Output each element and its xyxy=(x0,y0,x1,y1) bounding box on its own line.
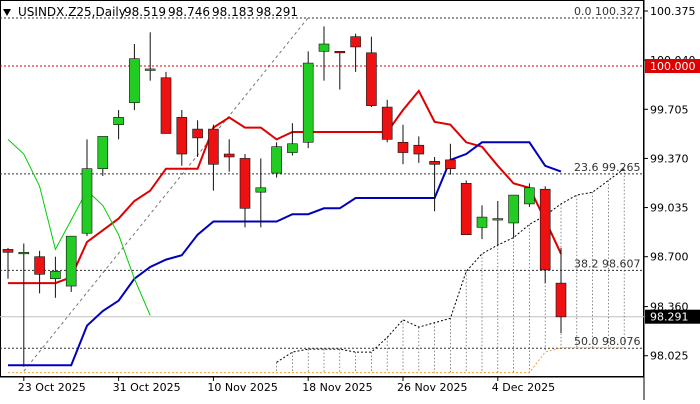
price-badges: 100.000 98.291 xyxy=(645,59,700,324)
x-tick-label: 31 Oct 2025 xyxy=(113,381,181,394)
chart-header: USINDX.Z25,Daily 98.519 98.746 98.183 98… xyxy=(3,5,298,19)
candle-body xyxy=(34,256,45,275)
candle-body xyxy=(2,249,14,253)
price-badge-label: 98.291 xyxy=(650,311,689,324)
ohlc-high: 98.746 xyxy=(168,5,210,19)
candle-body xyxy=(271,146,282,174)
candle-body xyxy=(524,187,535,205)
tenkan-line xyxy=(8,89,562,285)
fib-trendline xyxy=(23,17,309,372)
candle-body xyxy=(223,153,235,158)
y-tick-label: 99.370 xyxy=(650,152,689,165)
candle-body xyxy=(144,68,156,71)
candle-body xyxy=(476,216,488,228)
symbol-label: USINDX.Z25,Daily xyxy=(18,5,126,19)
ohlc-low: 98.183 xyxy=(212,5,254,19)
price-badge xyxy=(645,59,700,74)
x-tick-label: 26 Nov 2025 xyxy=(397,381,467,394)
candle-body xyxy=(334,51,346,54)
x-tick-label: 4 Dec 2025 xyxy=(492,381,555,394)
candle-body xyxy=(413,144,425,155)
x-tick-label: 18 Nov 2025 xyxy=(302,381,372,394)
candle-body xyxy=(492,218,504,221)
candle-body xyxy=(445,159,456,169)
kijun-line xyxy=(8,141,562,367)
ohlc-close: 98.291 xyxy=(256,5,298,19)
senkou-b-line xyxy=(8,347,625,374)
horizontal-lines xyxy=(0,65,644,318)
fib-level-label: 50.0 98.076 xyxy=(574,335,640,348)
chikou-line xyxy=(7,139,151,316)
candle-body xyxy=(397,141,409,153)
candle-body xyxy=(302,62,314,143)
ohlc-open: 98.519 xyxy=(124,5,166,19)
y-tick-label: 98.700 xyxy=(650,251,689,264)
time-axis-labels: 23 Oct 2025 31 Oct 2025 10 Nov 2025 18 Nov … xyxy=(18,377,555,394)
senkou-a-line xyxy=(276,168,625,363)
candle-body xyxy=(381,106,393,140)
x-tick-label: 10 Nov 2025 xyxy=(207,381,277,394)
price-badge-label: 100.000 xyxy=(650,60,696,73)
y-tick-label: 99.705 xyxy=(650,103,689,116)
candle-body xyxy=(113,117,124,125)
candle-body xyxy=(555,282,567,318)
price-badge xyxy=(645,309,700,324)
collapse-triangle-icon xyxy=(3,9,11,16)
candle-body xyxy=(239,158,251,209)
y-tick-label: 99.035 xyxy=(650,202,689,215)
candle-body xyxy=(208,128,219,165)
candle-body xyxy=(287,143,298,153)
candle-body xyxy=(50,271,61,280)
candle-body xyxy=(508,194,519,224)
candle-body xyxy=(160,77,172,134)
candle-body xyxy=(255,187,267,193)
candle-body xyxy=(97,136,109,169)
candles xyxy=(2,26,567,367)
candle-body xyxy=(429,161,440,165)
x-tick-label: 23 Oct 2025 xyxy=(18,381,86,394)
candle-body xyxy=(366,52,377,106)
candle-body xyxy=(539,188,551,271)
candle-body xyxy=(129,58,140,103)
candle-body xyxy=(192,128,203,139)
fib-level-label: 0.0 100.327 xyxy=(574,5,640,18)
ichimoku-cloud xyxy=(8,168,625,374)
y-tick-label: 98.025 xyxy=(650,350,689,363)
candle-body xyxy=(18,252,30,255)
candle-body xyxy=(350,36,361,48)
fib-level-label: 23.6 99.265 xyxy=(574,161,640,174)
candle-body xyxy=(460,183,472,236)
fib-level-label: 38.2 98.607 xyxy=(574,257,640,270)
indicator-lines xyxy=(7,89,562,367)
candle-body xyxy=(65,235,77,287)
y-tick-label: 100.375 xyxy=(650,5,696,18)
candle-body xyxy=(176,117,188,155)
candle-body xyxy=(81,168,93,234)
candle-body xyxy=(318,43,330,52)
